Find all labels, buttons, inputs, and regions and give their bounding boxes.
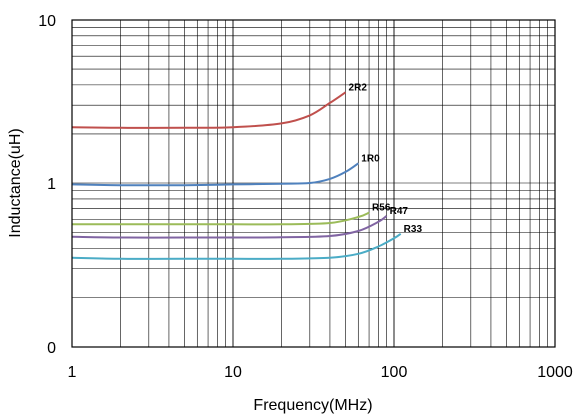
series-label-1r0: 1R0 [361, 153, 380, 164]
series-line-r33 [71, 232, 402, 260]
y-axis-title: Inductance(uH) [7, 128, 24, 237]
series-label-r47: R47 [390, 206, 409, 217]
series-line-1r0 [71, 162, 359, 187]
plot-border [71, 19, 556, 348]
y-tick-label: 1 [47, 176, 56, 193]
series-label-2r2: 2R2 [349, 82, 368, 93]
x-tick-label: 1000 [537, 364, 573, 381]
series-line-2r2 [71, 91, 347, 129]
series-line-r56 [71, 211, 370, 226]
y-tick-label: 10 [38, 13, 56, 30]
series-layer: 2R2 1R0 R56 R47 R33 [71, 82, 423, 260]
series-label-r56: R56 [372, 203, 391, 214]
series-label-r33: R33 [404, 224, 423, 235]
x-tick-label: 10 [224, 364, 242, 381]
x-tick-label: 1 [68, 364, 77, 381]
x-tick-labels: 1 10 100 1000 [68, 364, 573, 381]
x-axis-title: Frequency(MHz) [253, 397, 372, 414]
y-tick-label: 0 [47, 340, 56, 357]
x-tick-label: 100 [381, 364, 408, 381]
series-line-r47 [71, 215, 388, 239]
y-tick-labels: 0 1 10 [38, 13, 56, 357]
